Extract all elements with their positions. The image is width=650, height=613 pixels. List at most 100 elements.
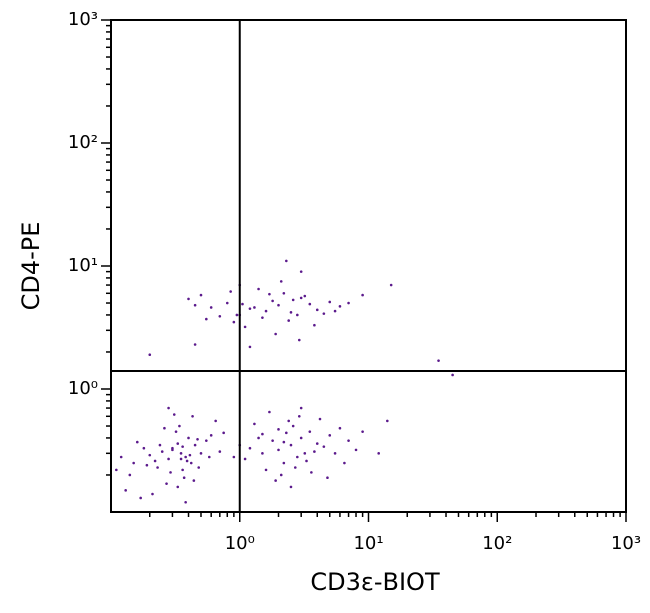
dot xyxy=(451,373,454,377)
dot xyxy=(338,305,342,308)
dot xyxy=(199,452,203,455)
dot xyxy=(264,468,268,472)
dot xyxy=(197,466,201,469)
dot xyxy=(274,332,277,336)
dot xyxy=(313,323,316,327)
y-tick-label: 10¹ xyxy=(68,255,98,276)
dot xyxy=(184,455,187,459)
dot xyxy=(188,453,192,457)
dot xyxy=(167,406,170,410)
dot xyxy=(185,459,189,463)
x-tick-label: 10¹ xyxy=(353,533,383,554)
dot xyxy=(189,461,193,465)
y-axis-label: CD4-PE xyxy=(17,222,45,311)
dot xyxy=(232,455,236,459)
dot xyxy=(386,419,389,423)
dot xyxy=(279,473,283,477)
dot xyxy=(218,450,222,453)
dot xyxy=(163,426,166,430)
dot xyxy=(347,439,350,442)
dot xyxy=(347,301,350,305)
dot xyxy=(285,259,288,263)
dot xyxy=(268,410,271,414)
x-tick-label: 10² xyxy=(482,533,512,554)
dot xyxy=(139,496,142,500)
dot xyxy=(128,473,132,477)
dot xyxy=(289,485,293,489)
dot xyxy=(193,343,197,346)
dot xyxy=(326,476,329,480)
dot xyxy=(354,448,358,452)
dot xyxy=(158,443,162,447)
dot xyxy=(277,303,280,307)
dot xyxy=(167,457,170,461)
dot xyxy=(343,461,346,465)
dot xyxy=(264,309,268,313)
dot xyxy=(135,440,139,444)
dot xyxy=(282,291,286,295)
dot xyxy=(205,439,208,442)
dot xyxy=(253,306,256,309)
dot xyxy=(214,419,217,423)
dot xyxy=(257,287,260,291)
dot xyxy=(305,459,308,463)
dot xyxy=(132,461,135,465)
dot xyxy=(271,299,274,303)
dot xyxy=(187,297,190,301)
dot xyxy=(308,302,312,306)
dot xyxy=(207,455,211,459)
dot xyxy=(277,428,280,431)
dot xyxy=(291,298,295,302)
dot xyxy=(151,492,154,496)
dot xyxy=(193,443,197,447)
dot xyxy=(322,312,326,315)
dot xyxy=(235,313,239,317)
dot xyxy=(192,479,196,482)
dot xyxy=(199,293,203,297)
y-tick-label: 10⁰ xyxy=(68,378,98,399)
dot xyxy=(222,431,225,435)
dot xyxy=(310,471,313,474)
plot-frame xyxy=(110,19,627,513)
dot xyxy=(261,432,264,436)
dot xyxy=(229,290,232,293)
dot xyxy=(318,417,322,421)
dot xyxy=(389,283,393,287)
dot xyxy=(124,489,127,492)
dot xyxy=(299,436,303,440)
dot xyxy=(148,353,152,357)
dot xyxy=(274,479,277,482)
dot xyxy=(174,430,178,433)
x-tick-label: 10³ xyxy=(611,533,641,554)
dot xyxy=(322,445,326,448)
dot xyxy=(277,448,280,452)
dot xyxy=(268,292,271,296)
dot xyxy=(289,443,293,447)
dot xyxy=(261,316,264,319)
dot xyxy=(303,452,307,455)
dot xyxy=(176,485,180,489)
y-tick-label: 10² xyxy=(68,132,98,153)
x-tick-label: 10⁰ xyxy=(225,533,255,554)
dot xyxy=(142,446,146,450)
dot xyxy=(243,325,247,329)
x-axis-label: CD3ε-BIOT xyxy=(310,568,440,596)
dot xyxy=(315,308,319,312)
dot xyxy=(289,311,293,314)
dot xyxy=(153,459,157,463)
dot xyxy=(209,306,213,309)
dot xyxy=(243,457,247,461)
dot xyxy=(218,314,222,318)
dot xyxy=(115,468,118,472)
dot xyxy=(193,303,197,307)
dot xyxy=(299,270,303,273)
dot xyxy=(182,476,186,480)
dot xyxy=(299,406,303,410)
dot xyxy=(169,471,172,474)
dot xyxy=(178,424,181,428)
dot xyxy=(296,313,299,317)
dot xyxy=(172,413,176,416)
dot xyxy=(119,455,123,459)
dot xyxy=(148,453,152,457)
